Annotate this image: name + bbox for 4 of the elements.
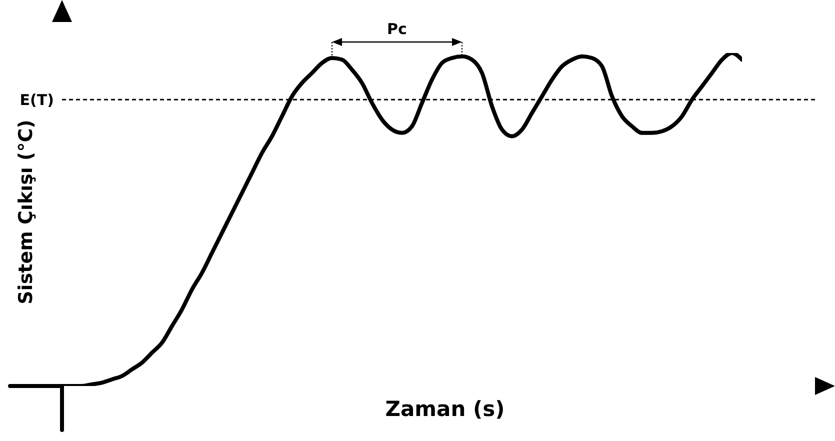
x-axis-title: Zaman (s) — [385, 397, 505, 421]
text: Pc — [387, 20, 407, 38]
ref-line-label: E(T) — [20, 90, 54, 109]
y-axis-title: Sistem Çıkışı (°C) — [15, 120, 37, 304]
